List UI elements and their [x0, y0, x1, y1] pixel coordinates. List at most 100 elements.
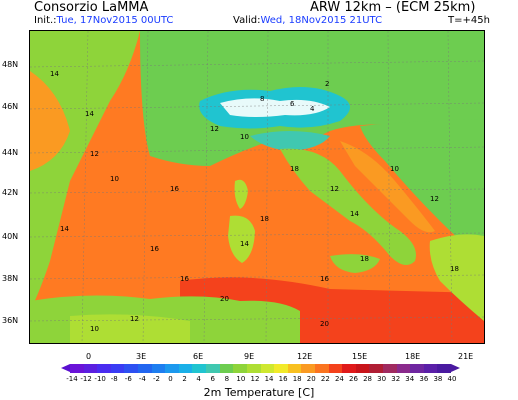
colorbar-segment [110, 364, 125, 373]
temp-label: 18 [450, 265, 459, 273]
colorbar-segment [328, 364, 343, 373]
lon-label-21e: 21E [458, 352, 474, 361]
colorbar-segment [124, 364, 139, 373]
colorbar-segment [151, 364, 166, 373]
lat-label-44n: 44N [2, 148, 19, 157]
temp-label: 2 [325, 80, 329, 88]
colorbar-tick-label: 28 [363, 375, 373, 383]
colorbar-tick-label: -14 [66, 375, 78, 383]
adriatic-sea [340, 141, 435, 233]
colorbar-tick-label: 32 [391, 375, 401, 383]
init-time: Init.:Tue, 17Nov2015 00UTC [34, 15, 173, 26]
lat-label-36n: 36N [2, 316, 19, 325]
lat-label-46n: 46N [2, 102, 19, 111]
colorbar-segment [83, 364, 98, 373]
colorbar-segment [165, 364, 179, 373]
temp-label: 12 [430, 195, 439, 203]
temp-label: 14 [240, 240, 249, 248]
temperature-map: 14 12 10 14 16 18 20 12 10 8 6 4 2 16 18… [29, 30, 485, 344]
temp-label: 14 [350, 210, 359, 218]
lon-label-6e: 6E [193, 352, 204, 361]
temp-label: 16 [170, 185, 179, 193]
colorbar-tick-label: 34 [405, 375, 415, 383]
colorbar-segment [396, 364, 411, 373]
colorbar-tick-label: 0 [168, 375, 173, 383]
colorbar-tick-label: 38 [433, 375, 443, 383]
temp-label: 12 [90, 150, 99, 158]
temp-label: 20 [220, 295, 229, 303]
temp-label: 16 [320, 275, 329, 283]
colorbar-segment [246, 364, 261, 373]
source-title: Consorzio LaMMA [34, 0, 149, 15]
temp-label: 14 [60, 225, 69, 233]
colorbar-tick-label: 6 [210, 375, 215, 383]
colorbar-segment [423, 364, 438, 373]
colorbar-tick-label: 30 [377, 375, 387, 383]
valid-label: Valid: [233, 15, 261, 26]
colorbar-segment [342, 364, 356, 373]
colorbar-tick-label: -12 [80, 375, 92, 383]
colorbar-segment [287, 364, 302, 373]
temp-label: 18 [260, 215, 269, 223]
temp-label: 16 [180, 275, 189, 283]
colorbar-min-arrow [61, 364, 70, 372]
lon-label-9e: 9E [244, 352, 255, 361]
balkans-land [360, 119, 484, 261]
colorbar-segment [369, 364, 384, 373]
colorbar-segment [383, 364, 397, 373]
colorbar-segment [97, 364, 111, 373]
valid-value: Wed, 18Nov2015 21UTC [260, 15, 383, 26]
north-africa-interior [70, 314, 190, 343]
temp-label: 18 [290, 165, 299, 173]
iberia-land [30, 31, 140, 311]
colorbar-segment [301, 364, 315, 373]
colorbar-segment [233, 364, 247, 373]
temp-label: 10 [240, 133, 249, 141]
lat-label-48n: 48N [2, 60, 19, 69]
colorbar-segment [192, 364, 207, 373]
colorbar-segment [219, 364, 234, 373]
colorbar-segment [178, 364, 193, 373]
temp-label: 10 [110, 175, 119, 183]
colorbar-ticks: -14 -12 -10 -8 -6 -4 -2 0 2 4 6 8 10 12 14 16 18 20 22 24 26… [66, 375, 457, 385]
temp-label: 14 [85, 110, 94, 118]
temp-label: 6 [290, 100, 295, 108]
temp-label: 10 [90, 325, 99, 333]
colorbar-tick-label: -10 [94, 375, 106, 383]
colorbar-segment [355, 364, 370, 373]
colorbar-tick-label: 2 [182, 375, 187, 383]
sardinia [228, 215, 255, 263]
greece-land [429, 234, 484, 321]
sicily [330, 254, 380, 273]
colorbar-tick-label: 16 [278, 375, 288, 383]
colorbar-tick-label: 36 [419, 375, 429, 383]
colorbar-tick-label: 4 [196, 375, 201, 383]
temp-label: 14 [50, 70, 59, 78]
colorbar-tick-label: -6 [124, 375, 132, 383]
temp-label: 10 [390, 165, 399, 173]
colorbar-tick-label: 18 [292, 375, 302, 383]
colorbar-label: 2m Temperature [C] [203, 386, 315, 399]
init-value: Tue, 17Nov2015 00UTC [56, 15, 174, 26]
valid-time: Valid:Wed, 18Nov2015 21UTC [233, 15, 382, 26]
temp-label: 8 [260, 95, 264, 103]
temp-label: 4 [310, 105, 315, 113]
model-title: ARW 12km – (ECM 25km) [310, 0, 476, 15]
colorbar-segment [437, 364, 452, 373]
colorbar-tick-label: 8 [224, 375, 230, 383]
colorbar-tick-label: 20 [306, 375, 316, 383]
temp-label: 18 [360, 255, 369, 263]
colorbar-tick-label: 24 [334, 375, 344, 383]
corsica [234, 179, 248, 209]
colorbar [70, 364, 452, 373]
lat-label-42n: 42N [2, 188, 19, 197]
temp-label: 12 [210, 125, 219, 133]
lon-label-0: 0 [86, 352, 92, 361]
colorbar-tick-label: -4 [138, 375, 146, 383]
colorbar-segment [314, 364, 329, 373]
graticule [30, 31, 484, 343]
colorbar-tick-label: 40 [447, 375, 457, 383]
init-label: Init.: [34, 15, 57, 26]
colorbar-tick-label: 26 [349, 375, 358, 383]
temp-label: 16 [150, 245, 159, 253]
